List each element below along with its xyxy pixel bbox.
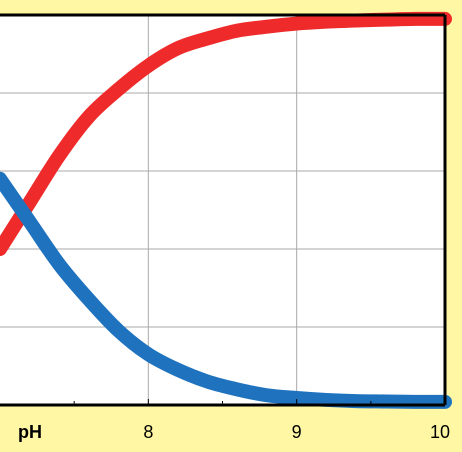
plot-area — [0, 15, 445, 405]
x-axis-label: pH — [18, 422, 42, 442]
tick-layer: 8 9 10 — [73, 399, 450, 442]
x-tick-label-9: 9 — [292, 422, 302, 442]
x-tick-label-8: 8 — [143, 422, 153, 442]
x-tick-label-10: 10 — [430, 422, 450, 442]
rising-series-line — [0, 11, 452, 256]
grid-layer — [0, 15, 445, 405]
